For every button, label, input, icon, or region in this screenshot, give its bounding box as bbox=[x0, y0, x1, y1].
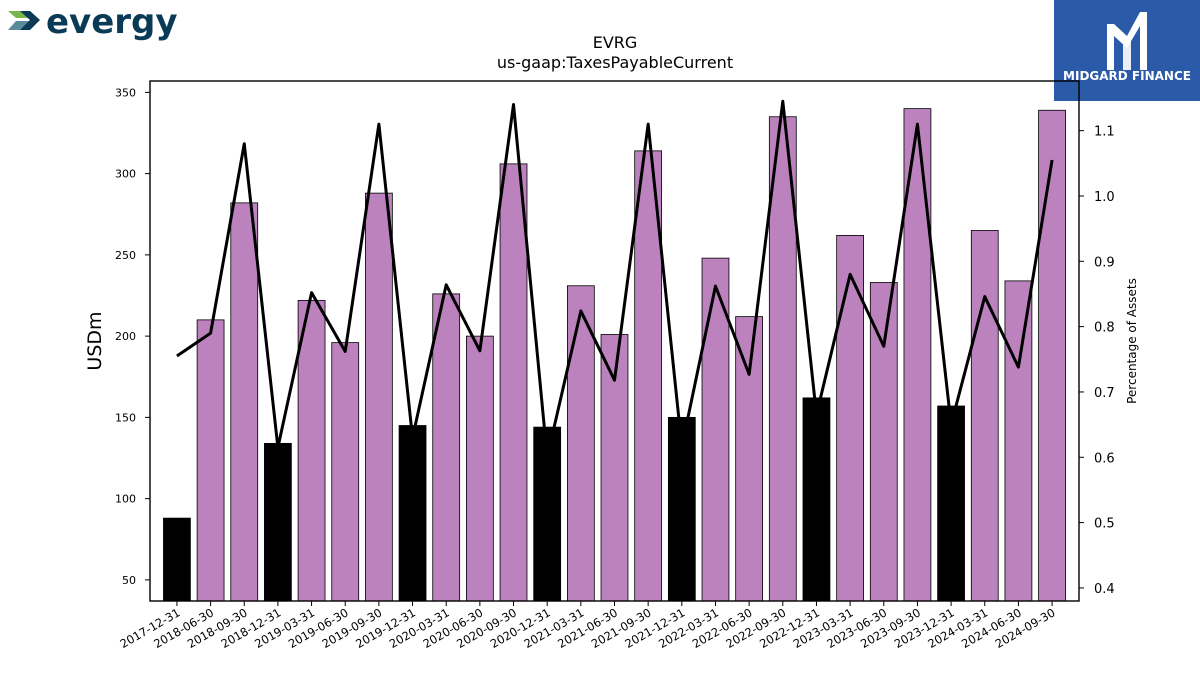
chart-subtitle: us-gaap:TaxesPayableCurrent bbox=[497, 53, 733, 72]
bar bbox=[836, 234, 864, 602]
y-tick-label: 300 bbox=[115, 168, 136, 181]
y-tick-label: 250 bbox=[115, 249, 136, 262]
bar bbox=[365, 192, 393, 602]
y2-axis-label: Percentage of Assets bbox=[1125, 278, 1139, 404]
y2-tick-label: 0.8 bbox=[1094, 321, 1115, 336]
chart-title: EVRG bbox=[593, 33, 638, 52]
y2-tick-label: 0.4 bbox=[1094, 582, 1115, 597]
percentage-line bbox=[176, 99, 1054, 459]
y2-tick-label: 1.0 bbox=[1094, 190, 1115, 205]
bar bbox=[465, 335, 494, 602]
y-axis-label: USDm bbox=[84, 311, 106, 370]
left-axis-ticks: 50 100 150 200 250 300 350 bbox=[115, 86, 150, 587]
y2-tick-label: 0.6 bbox=[1094, 451, 1115, 466]
bar bbox=[735, 316, 763, 602]
bar bbox=[937, 405, 965, 602]
y-tick-label: 100 bbox=[115, 493, 136, 506]
y2-tick-label: 0.7 bbox=[1094, 386, 1115, 401]
bar bbox=[264, 442, 292, 602]
bar bbox=[869, 282, 898, 602]
evergy-wordmark: evergy bbox=[46, 2, 178, 42]
evergy-logo: evergy bbox=[6, 2, 196, 46]
midgard-emblem-icon bbox=[1107, 12, 1147, 70]
y2-tick-label: 0.9 bbox=[1094, 255, 1115, 270]
bar bbox=[499, 163, 528, 602]
bar bbox=[802, 397, 831, 602]
midgard-wordmark: MIDGARD FINANCE bbox=[1063, 69, 1191, 83]
y-tick-label: 50 bbox=[122, 574, 136, 587]
evergy-arrow-icon bbox=[8, 11, 40, 30]
bar bbox=[196, 319, 225, 602]
bar bbox=[331, 342, 360, 602]
percentage-line-layer bbox=[176, 99, 1054, 459]
y2-tick-label: 1.1 bbox=[1094, 125, 1115, 140]
bar bbox=[432, 293, 461, 602]
bar bbox=[398, 425, 427, 602]
bar bbox=[970, 230, 999, 602]
bar bbox=[230, 202, 259, 602]
y-tick-label: 150 bbox=[115, 411, 136, 424]
bar bbox=[1004, 280, 1033, 602]
x-axis-ticks: 2017-12-312018-06-302018-09-302018-12-31… bbox=[118, 601, 1058, 651]
y2-tick-label: 0.5 bbox=[1094, 517, 1115, 532]
y-tick-label: 200 bbox=[115, 330, 136, 343]
right-axis-ticks: 0.4 0.5 0.6 0.7 0.8 0.9 1.0 1.1 bbox=[1079, 125, 1115, 597]
bar bbox=[163, 517, 191, 602]
y-tick-label: 350 bbox=[115, 86, 136, 99]
bar bbox=[1038, 109, 1066, 602]
bar bbox=[701, 257, 730, 602]
bars-layer bbox=[163, 108, 1066, 602]
bar bbox=[297, 299, 326, 602]
